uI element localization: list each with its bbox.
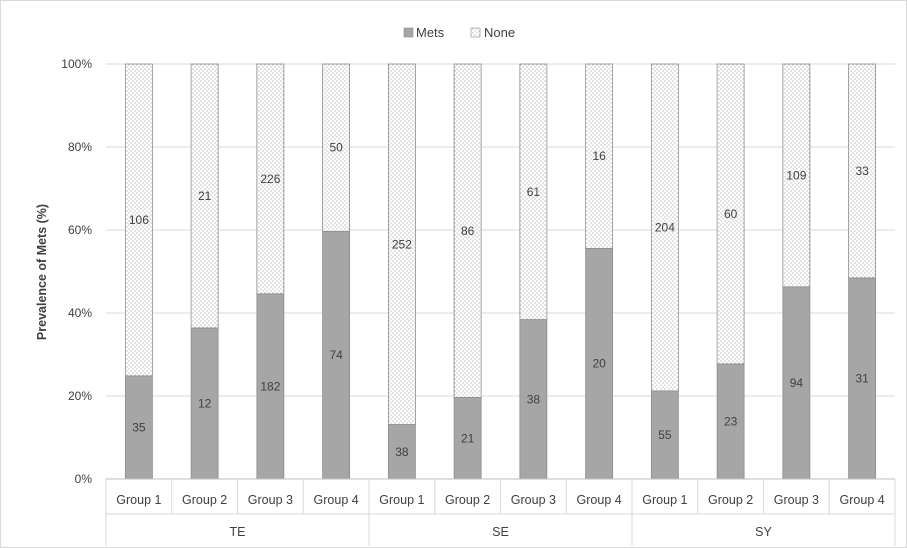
- data-label-mets: 38: [395, 445, 409, 459]
- bar-none: [190, 63, 219, 329]
- x-group-label: SY: [755, 525, 772, 539]
- bar-mets: [650, 390, 679, 480]
- data-label-none: 109: [786, 168, 806, 182]
- legend-swatch-none: [470, 27, 481, 38]
- data-label-mets: 38: [527, 392, 541, 406]
- bar-none: [453, 63, 482, 398]
- bars: 35 106 12 21 182 226 74 50 38 252 21 86 38 61 20 16 55 20…: [124, 63, 877, 480]
- x-category-label: Group 1: [379, 493, 424, 507]
- bar-mets: [453, 397, 482, 480]
- y-tick-label: 80%: [68, 140, 92, 154]
- x-category-label: Group 2: [182, 493, 227, 507]
- y-tick-label: 100%: [61, 57, 92, 71]
- bar-mets: [782, 286, 811, 480]
- data-label-none: 60: [724, 207, 738, 221]
- axes: 0% 20% 40% 60% 80% 100% Group 1 Group 2 Group 3 G…: [61, 57, 896, 546]
- bar-none: [848, 63, 877, 279]
- data-label-mets: 12: [198, 397, 212, 411]
- gridlines: [106, 63, 895, 397]
- data-label-none: 50: [329, 141, 343, 155]
- bar-mets: [848, 277, 877, 480]
- bar-mets: [322, 230, 351, 480]
- x-category-label: Group 4: [314, 493, 359, 507]
- bar-mets: [519, 319, 548, 480]
- legend-label-mets: Mets: [416, 25, 445, 40]
- bar-none: [716, 63, 745, 365]
- data-label-none: 204: [655, 220, 675, 234]
- data-label-mets: 94: [790, 376, 804, 390]
- data-label-none: 33: [855, 164, 869, 178]
- data-label-mets: 31: [855, 371, 869, 385]
- x-category-label: Group 1: [116, 493, 161, 507]
- data-label-mets: 20: [592, 357, 606, 371]
- legend: Mets None: [403, 25, 515, 40]
- y-tick-label: 0%: [75, 472, 93, 486]
- bar-none: [585, 63, 614, 249]
- x-category-label: Group 2: [445, 493, 490, 507]
- data-label-none: 16: [592, 149, 606, 163]
- data-label-none: 86: [461, 224, 475, 238]
- data-label-mets: 74: [329, 348, 343, 362]
- x-category-label: Group 3: [774, 493, 819, 507]
- x-category-label: Group 4: [577, 493, 622, 507]
- bar-mets: [256, 293, 285, 480]
- y-tick-label: 60%: [68, 223, 92, 237]
- data-label-none: 21: [198, 189, 212, 203]
- x-category-label: Group 2: [708, 493, 753, 507]
- bar-none: [519, 63, 548, 321]
- x-category-label: Group 4: [840, 493, 885, 507]
- y-axis-label: Prevalence of Mets (%): [35, 204, 49, 340]
- bar-none: [782, 63, 811, 288]
- data-label-none: 61: [527, 185, 541, 199]
- data-label-mets: 55: [658, 428, 672, 442]
- legend-swatch-mets: [403, 27, 414, 38]
- data-label-none: 226: [260, 172, 280, 186]
- y-tick-label: 20%: [68, 389, 92, 403]
- bar-none: [650, 63, 679, 392]
- bar-none: [256, 63, 285, 295]
- data-label-mets: 182: [260, 379, 280, 393]
- x-category-label: Group 3: [248, 493, 293, 507]
- x-group-label: TE: [230, 525, 246, 539]
- legend-label-none: None: [484, 25, 515, 40]
- data-label-none: 106: [129, 213, 149, 227]
- data-label-mets: 21: [461, 431, 475, 445]
- data-label-mets: 35: [132, 420, 146, 434]
- x-category-label: Group 1: [642, 493, 687, 507]
- bar-mets: [585, 248, 614, 480]
- y-tick-label: 40%: [68, 306, 92, 320]
- data-label-mets: 23: [724, 415, 738, 429]
- data-label-none: 252: [392, 237, 412, 251]
- x-group-label: SE: [492, 525, 509, 539]
- x-category-label: Group 3: [511, 493, 556, 507]
